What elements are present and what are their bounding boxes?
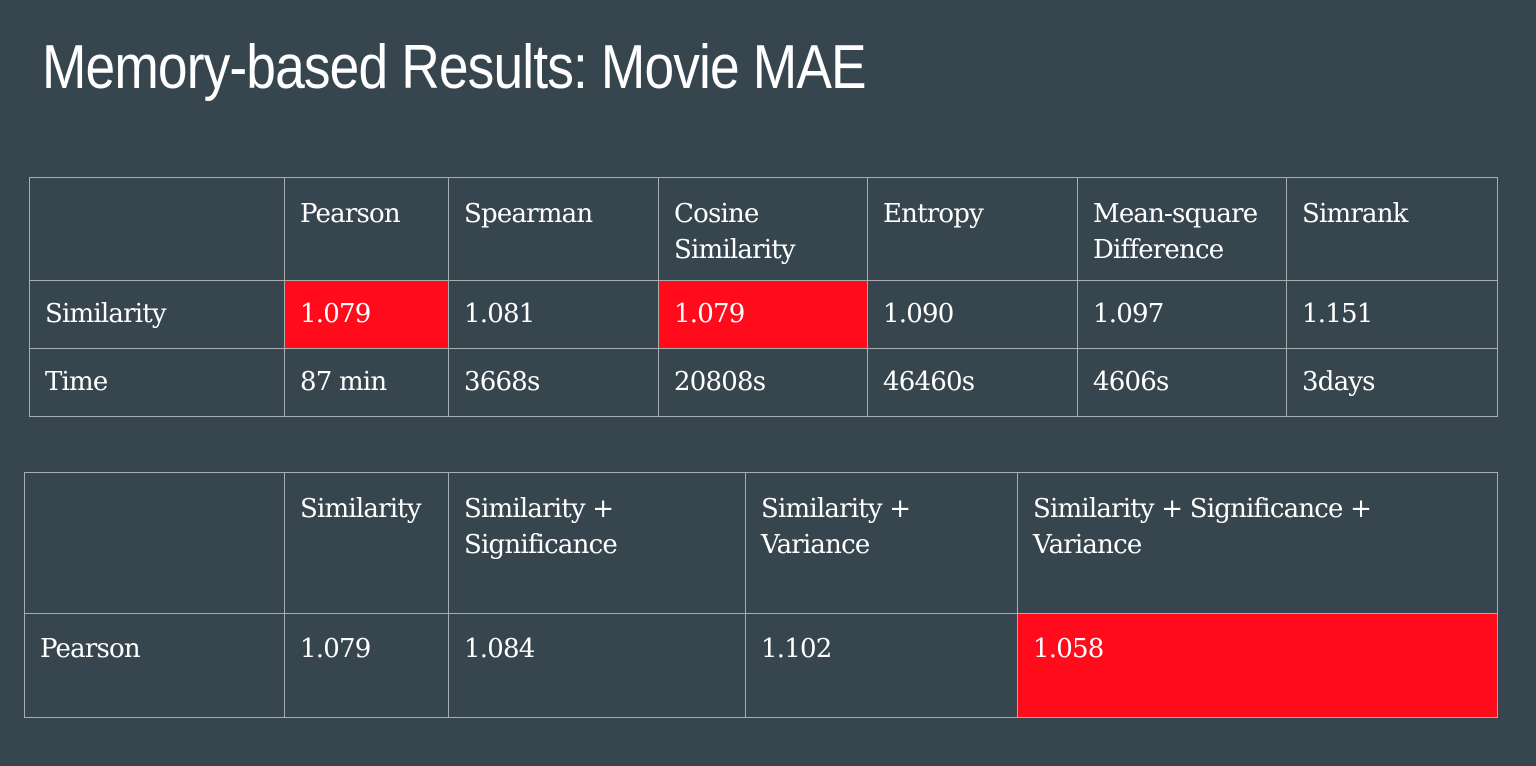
header-cell-entropy: Entropy xyxy=(867,177,1078,281)
mae-by-similarity-metric-table: Pearson Spearman Cosine Similarity Entro… xyxy=(29,177,1498,417)
header-cell-similarity-significance-variance: Similarity + Significance + Variance xyxy=(1017,472,1498,614)
row-label-similarity: Similarity xyxy=(29,280,285,349)
header-cell-similarity-significance: Similarity + Significance xyxy=(448,472,746,614)
cell-time-entropy: 46460s xyxy=(867,348,1078,417)
header-cell-cosine-similarity: Cosine Similarity xyxy=(658,177,868,281)
cell-similarity-spearman: 1.081 xyxy=(448,280,659,349)
slide-title: Memory-based Results: Movie MAE xyxy=(42,33,867,102)
cell-similarity-pearson: 1.079 xyxy=(284,280,449,349)
cell-time-mean-square: 4606s xyxy=(1077,348,1287,417)
cell-pearson-similarity-variance: 1.102 xyxy=(745,613,1018,718)
table-row-time: Time 87 min 3668s 20808s 46460s 4606s 3d… xyxy=(29,348,1498,417)
cell-time-spearman: 3668s xyxy=(448,348,659,417)
cell-pearson-all-combined: 1.058 xyxy=(1017,613,1498,718)
header-cell-spearman: Spearman xyxy=(448,177,659,281)
cell-similarity-simrank: 1.151 xyxy=(1286,280,1498,349)
row-label-pearson: Pearson xyxy=(24,613,285,718)
table-header-row: Pearson Spearman Cosine Similarity Entro… xyxy=(29,177,1498,281)
cell-similarity-cosine: 1.079 xyxy=(658,280,868,349)
pearson-variants-table: Similarity Similarity + Significance Sim… xyxy=(24,472,1498,718)
cell-pearson-similarity-significance: 1.084 xyxy=(448,613,746,718)
table-row-similarity: Similarity 1.079 1.081 1.079 1.090 1.097… xyxy=(29,280,1498,349)
header-cell-pearson: Pearson xyxy=(284,177,449,281)
table-header-row: Similarity Similarity + Significance Sim… xyxy=(24,472,1498,614)
header-cell-empty xyxy=(24,472,285,614)
cell-time-pearson: 87 min xyxy=(284,348,449,417)
cell-time-cosine: 20808s xyxy=(658,348,868,417)
header-cell-similarity-variance: Similarity + Variance xyxy=(745,472,1018,614)
row-label-time: Time xyxy=(29,348,285,417)
header-cell-empty xyxy=(29,177,285,281)
cell-similarity-entropy: 1.090 xyxy=(867,280,1078,349)
table-row-pearson: Pearson 1.079 1.084 1.102 1.058 xyxy=(24,613,1498,718)
cell-similarity-mean-square: 1.097 xyxy=(1077,280,1287,349)
cell-time-simrank: 3days xyxy=(1286,348,1498,417)
header-cell-simrank: Simrank xyxy=(1286,177,1498,281)
cell-pearson-similarity: 1.079 xyxy=(284,613,449,718)
header-cell-mean-square-difference: Mean-square Difference xyxy=(1077,177,1287,281)
header-cell-similarity: Similarity xyxy=(284,472,449,614)
